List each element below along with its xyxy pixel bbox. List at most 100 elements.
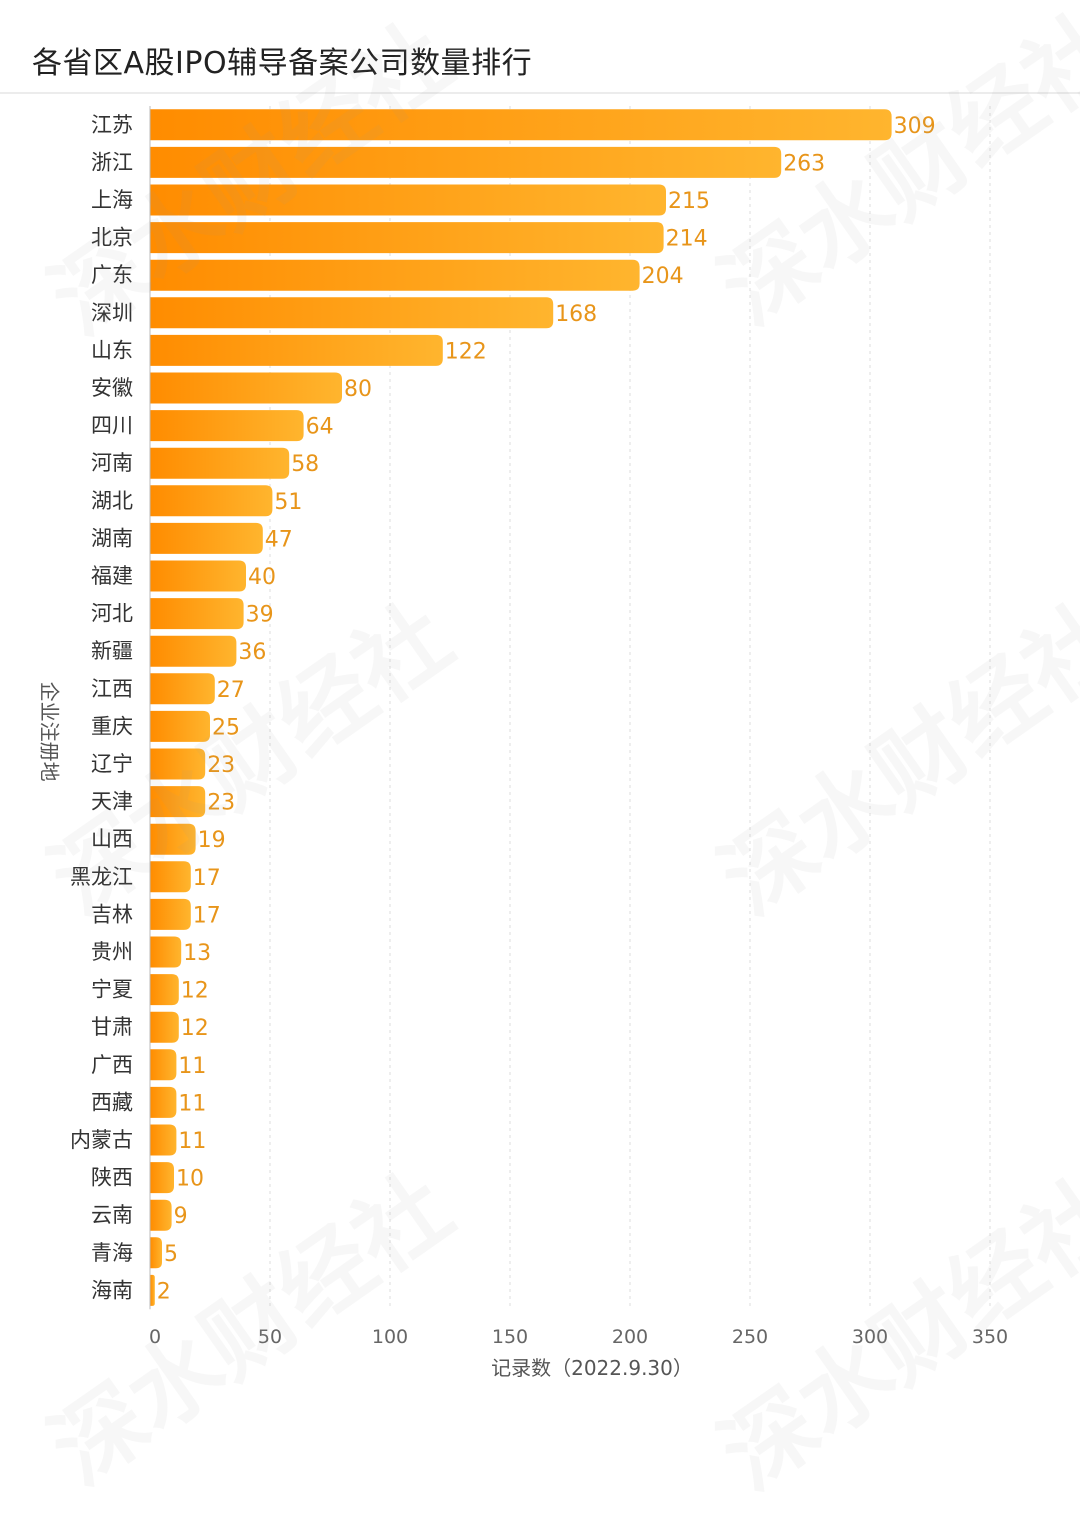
- value-label: 19: [198, 828, 226, 853]
- value-label: 40: [248, 565, 276, 590]
- bar: [150, 146, 782, 178]
- bar: [150, 861, 191, 893]
- category-label: 浙江: [91, 150, 133, 174]
- category-label: 青海: [91, 1241, 133, 1265]
- category-label: 山东: [91, 338, 133, 362]
- value-label: 12: [181, 1016, 209, 1041]
- category-labels: 江苏浙江上海北京广东深圳山东安徽四川河南湖北湖南福建河北新疆江西重庆辽宁天津山西…: [70, 113, 133, 1303]
- category-label: 河北: [91, 602, 133, 626]
- category-label: 天津: [91, 790, 133, 814]
- category-label: 湖北: [91, 489, 133, 513]
- value-label: 80: [344, 377, 372, 402]
- value-label: 25: [212, 715, 240, 740]
- category-label: 辽宁: [91, 752, 133, 776]
- chart-title: 各省区A股IPO辅导备案公司数量排行: [32, 46, 533, 81]
- bar: [150, 823, 196, 855]
- x-tick-label: 300: [852, 1326, 888, 1348]
- value-label: 122: [445, 339, 487, 364]
- value-label: 12: [181, 979, 209, 1004]
- bar: [150, 259, 640, 291]
- category-label: 四川: [91, 414, 133, 438]
- bar: [150, 936, 182, 968]
- value-label: 309: [894, 114, 936, 139]
- x-tick-label: 150: [492, 1326, 528, 1348]
- value-label: 9: [174, 1204, 188, 1229]
- category-label: 广西: [91, 1053, 133, 1077]
- category-label: 陕西: [91, 1166, 133, 1190]
- bar: [150, 635, 237, 667]
- category-label: 江苏: [91, 113, 133, 137]
- x-tick-label: 250: [732, 1326, 768, 1348]
- bar: [150, 372, 342, 404]
- title-divider: [0, 92, 1080, 94]
- bar: [150, 710, 210, 742]
- bar: [150, 1274, 155, 1306]
- value-label: 5: [164, 1242, 178, 1267]
- bar: [150, 522, 263, 554]
- value-label: 47: [265, 527, 293, 552]
- category-label: 广东: [91, 263, 133, 287]
- x-tick-label: 100: [372, 1326, 408, 1348]
- category-label: 深圳: [91, 301, 133, 325]
- value-label: 10: [176, 1167, 204, 1192]
- value-label: 204: [642, 264, 684, 289]
- value-label: 168: [555, 302, 597, 327]
- category-label: 甘肃: [91, 1015, 133, 1039]
- bar: [150, 598, 244, 630]
- bar: [150, 1237, 162, 1269]
- bar: [150, 297, 554, 329]
- bar: [150, 1124, 177, 1156]
- category-label: 西藏: [91, 1090, 133, 1114]
- bar: [150, 1162, 174, 1194]
- value-label: 36: [238, 640, 266, 665]
- value-label: 13: [183, 941, 211, 966]
- category-label: 重庆: [91, 714, 133, 738]
- value-label: 23: [207, 791, 235, 816]
- bar: [150, 334, 443, 366]
- value-label: 58: [291, 452, 319, 477]
- value-label: 215: [668, 189, 710, 214]
- category-label: 云南: [91, 1203, 133, 1227]
- value-label: 17: [193, 903, 221, 928]
- x-tick-label: 200: [612, 1326, 648, 1348]
- value-label: 23: [207, 753, 235, 778]
- bar: [150, 560, 246, 592]
- x-tick-labels: 0 50 100 150 200 250 300 350: [149, 1326, 1008, 1348]
- category-label: 上海: [91, 188, 133, 212]
- bar: [150, 974, 179, 1006]
- value-label: 11: [178, 1054, 206, 1079]
- value-label: 214: [666, 227, 708, 252]
- category-label: 海南: [91, 1278, 133, 1302]
- category-label: 吉林: [91, 902, 133, 926]
- bar: [150, 1011, 179, 1043]
- bar: [150, 410, 304, 442]
- bar: [150, 748, 206, 780]
- bar: [150, 1086, 177, 1118]
- bar: [150, 1199, 172, 1231]
- bar: [150, 485, 273, 517]
- bar: [150, 1049, 177, 1081]
- category-label: 内蒙古: [70, 1128, 133, 1152]
- x-tick-label: 50: [258, 1326, 282, 1348]
- value-label: 64: [306, 415, 334, 440]
- value-label: 27: [217, 678, 245, 703]
- bar-chart: 江苏浙江上海北京广东深圳山东安徽四川河南湖北湖南福建河北新疆江西重庆辽宁天津山西…: [38, 106, 1008, 1380]
- value-label: 263: [783, 151, 825, 176]
- y-axis-title: 企业注册地: [38, 682, 62, 782]
- bar: [150, 786, 206, 818]
- category-label: 河南: [91, 451, 133, 475]
- bar: [150, 898, 191, 930]
- bar: [150, 109, 892, 141]
- value-label: 11: [178, 1129, 206, 1154]
- value-label: 11: [178, 1091, 206, 1116]
- category-label: 贵州: [91, 940, 133, 964]
- category-label: 安徽: [91, 376, 133, 400]
- category-label: 福建: [91, 564, 133, 588]
- gridlines: [269, 106, 991, 1310]
- bar: [150, 222, 664, 254]
- value-label: 2: [157, 1279, 171, 1304]
- value-labels: 3092632152142041681228064585147403936272…: [157, 114, 936, 1305]
- x-tick-label: 0: [149, 1326, 161, 1348]
- category-label: 山西: [91, 827, 133, 851]
- category-label: 江西: [91, 677, 133, 701]
